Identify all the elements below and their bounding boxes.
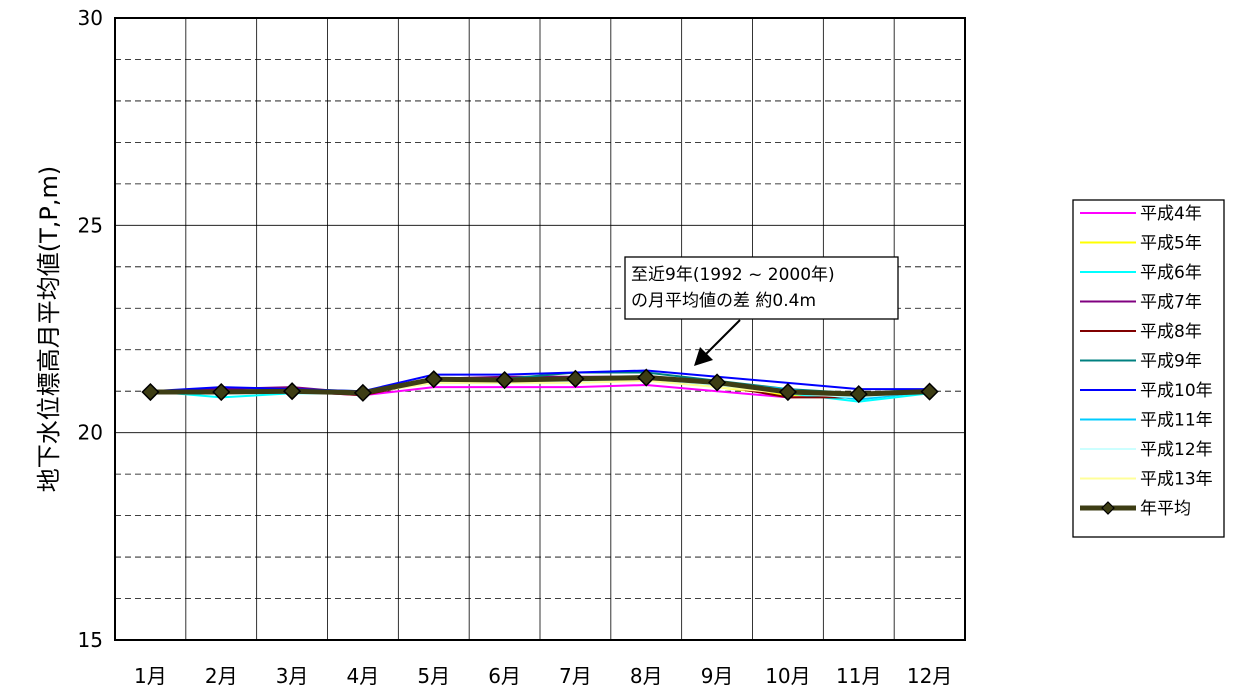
legend-label: 平成12年 [1140, 440, 1213, 460]
legend-label: 平成4年 [1140, 204, 1202, 224]
avg-point-marker [566, 369, 585, 388]
legend-label: 平成6年 [1140, 263, 1202, 283]
avg-point-marker [637, 368, 656, 387]
legend-label: 平成8年 [1140, 322, 1202, 342]
annotation-line-1: 至近9年(1992 ~ 2000年) [631, 265, 835, 285]
annotation: 至近9年(1992 ~ 2000年) の月平均値の差 約0.4m [624, 256, 899, 366]
legend-label: 平成10年 [1140, 381, 1213, 401]
legend-label: 平成13年 [1140, 470, 1213, 490]
x-tick-label: 5月 [417, 664, 450, 688]
x-tick-label: 1月 [134, 664, 167, 688]
avg-point-marker [283, 382, 302, 401]
avg-point-marker [141, 382, 160, 402]
legend-label: 平成7年 [1140, 293, 1202, 313]
avg-point-marker [849, 385, 868, 404]
y-axis-label: 地下水位標高月平均値(T,P,m) [35, 166, 63, 493]
annotation-arrow-line [704, 319, 741, 356]
x-tick-label: 3月 [276, 664, 309, 688]
series-markers [141, 368, 939, 404]
series-line-7 [150, 369, 930, 393]
annotation-box [624, 256, 899, 320]
series-line-11 [150, 375, 930, 397]
annotation-line-2: の月平均値の差 約0.4m [631, 291, 816, 311]
x-tick-label: 4月 [347, 664, 380, 688]
avg-point-marker [212, 382, 231, 402]
y-tick-label: 25 [78, 213, 103, 237]
legend-marker [1101, 501, 1115, 515]
avg-point-marker [495, 370, 514, 390]
avg-point-marker [708, 373, 727, 392]
legend: 平成4年平成5年平成6年平成7年平成8年平成9年平成10年平成11年平成12年平… [1072, 199, 1225, 538]
annotation-arrow-head [694, 347, 713, 366]
x-tick-label: 9月 [701, 664, 734, 688]
y-axis-ticks: 15 20 25 30 [78, 6, 103, 652]
series-lines [150, 369, 930, 403]
x-tick-label: 10月 [765, 664, 810, 688]
avg-point-marker [920, 382, 939, 401]
x-tick-label: 2月 [205, 664, 238, 688]
plot-area [114, 17, 966, 641]
legend-label: 平成11年 [1140, 411, 1213, 431]
y-tick-label: 30 [78, 6, 103, 30]
avg-point-marker [353, 383, 372, 402]
x-tick-label: 12月 [907, 664, 952, 688]
x-tick-label: 8月 [630, 664, 663, 688]
legend-label: 平成9年 [1140, 352, 1202, 372]
x-tick-label: 7月 [559, 664, 592, 688]
y-tick-label: 20 [78, 421, 103, 445]
legend-box [1072, 199, 1225, 538]
y-tick-label: 15 [78, 628, 103, 652]
x-tick-label: 11月 [836, 664, 881, 688]
legend-label: 年平均 [1140, 499, 1191, 519]
x-axis-ticks: 1月 2月 3月 4月 5月 6月 7月 8月 9月 10月 11月 12月 [134, 664, 952, 688]
x-tick-label: 6月 [488, 664, 521, 688]
avg-point-marker [424, 370, 443, 389]
avg-point-marker [778, 382, 797, 402]
grid [115, 18, 965, 640]
legend-label: 平成5年 [1140, 234, 1202, 254]
